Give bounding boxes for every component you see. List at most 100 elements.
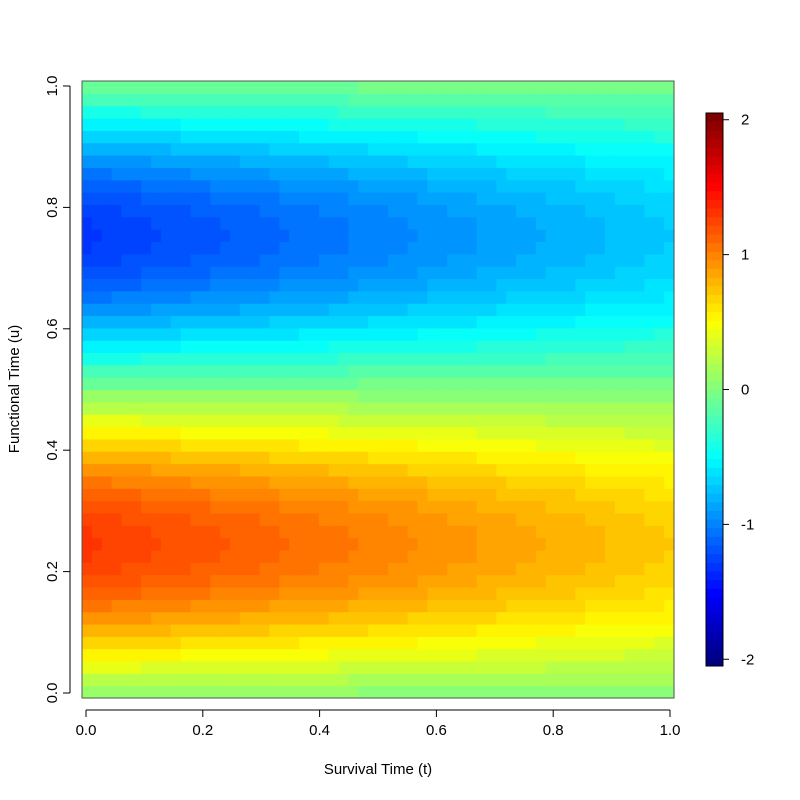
heatmap-cell [299, 204, 310, 218]
heatmap-cell [111, 660, 123, 674]
heatmap-cell [526, 81, 537, 94]
heatmap-cell [170, 648, 182, 662]
heatmap-cell [575, 549, 586, 563]
heatmap-cell [397, 81, 409, 94]
heatmap-cell [101, 660, 113, 674]
heatmap-cell [358, 500, 369, 514]
heatmap-cell [387, 290, 399, 304]
heatmap-cell [131, 586, 142, 600]
heatmap-cell [220, 401, 231, 415]
heatmap-cell [397, 685, 409, 699]
heatmap-cell [387, 142, 399, 156]
heatmap-cell [91, 611, 103, 625]
heatmap-cell [308, 81, 320, 94]
heatmap-cell [338, 549, 349, 563]
heatmap-cell [535, 253, 547, 267]
heatmap-cell [644, 463, 655, 477]
heatmap-cell [348, 253, 359, 267]
heatmap-cell [111, 105, 123, 119]
heatmap-cell [516, 278, 527, 292]
heatmap-cell [180, 266, 192, 280]
heatmap-cell [82, 488, 93, 502]
heatmap-cell [417, 623, 428, 637]
heatmap-cell [417, 266, 428, 280]
heatmap-cell [407, 648, 419, 662]
colorbar-swatch [706, 354, 723, 365]
heatmap-cell [368, 142, 379, 156]
heatmap-cell [101, 389, 113, 403]
heatmap-cell [466, 426, 478, 440]
heatmap-cell [486, 303, 497, 317]
heatmap-cell [535, 105, 547, 119]
heatmap-cell [318, 389, 330, 403]
heatmap-cell [535, 488, 547, 502]
heatmap-cell [210, 574, 221, 588]
heatmap-cell [575, 611, 586, 625]
colorbar-tick-label: 2 [741, 112, 749, 129]
heatmap-cell [565, 364, 576, 378]
heatmap-cell [535, 377, 547, 391]
heatmap-cell [210, 414, 221, 428]
heatmap-cell [259, 463, 271, 477]
heatmap-cell [279, 204, 290, 218]
heatmap-cell [358, 574, 369, 588]
heatmap-cell [604, 167, 616, 181]
heatmap-cell [447, 426, 458, 440]
heatmap-cell [170, 118, 182, 131]
heatmap-cell [121, 167, 132, 181]
heatmap-cell [151, 549, 162, 563]
heatmap-cell [634, 586, 645, 600]
heatmap-cell [664, 389, 675, 403]
heatmap-cell [644, 241, 655, 255]
heatmap-cell [259, 525, 271, 539]
heatmap-cell [378, 155, 389, 168]
heatmap-cell [545, 204, 557, 218]
heatmap-cell [417, 636, 428, 650]
heatmap-cell [200, 488, 211, 502]
heatmap-cell [348, 81, 359, 94]
heatmap-cell [378, 586, 389, 600]
heatmap-cell [348, 340, 359, 354]
heatmap-cell [180, 562, 192, 576]
heatmap-cell [476, 340, 488, 354]
heatmap-cell [289, 93, 300, 107]
heatmap-cell [91, 574, 103, 588]
heatmap-cell [496, 303, 507, 317]
heatmap-cell [151, 414, 162, 428]
heatmap-cell [368, 463, 379, 477]
heatmap-cell [387, 426, 399, 440]
heatmap-cell [575, 93, 586, 107]
heatmap-cell [170, 167, 182, 181]
heatmap-cell [220, 290, 231, 304]
colorbar-swatch [706, 225, 723, 235]
heatmap-cell [259, 512, 271, 526]
heatmap-cell [299, 648, 310, 662]
heatmap-cell [526, 488, 537, 502]
heatmap-cell [427, 155, 438, 168]
heatmap-cell [397, 192, 409, 205]
heatmap-cell [535, 204, 547, 218]
heatmap-cell [397, 266, 409, 280]
heatmap-cell [141, 192, 152, 205]
heatmap-cell [476, 303, 488, 317]
heatmap-cell [82, 278, 93, 292]
heatmap-cell [575, 155, 586, 168]
heatmap-cell [308, 389, 320, 403]
heatmap-cell [634, 549, 645, 563]
heatmap-cell [387, 549, 399, 563]
heatmap-cell [545, 93, 557, 107]
heatmap-cell [180, 179, 192, 193]
heatmap-cell [644, 327, 655, 341]
heatmap-cell [210, 155, 221, 168]
heatmap-cell [160, 549, 172, 563]
heatmap-cell [417, 192, 428, 205]
heatmap-cell [121, 636, 132, 650]
heatmap-cell [210, 105, 221, 119]
heatmap-cell [338, 426, 349, 440]
heatmap-cell [249, 364, 261, 378]
heatmap-cell [101, 623, 113, 637]
heatmap-cell [160, 377, 172, 391]
heatmap-cell [220, 488, 231, 502]
heatmap-cell [664, 673, 675, 687]
heatmap-cell [565, 623, 576, 637]
